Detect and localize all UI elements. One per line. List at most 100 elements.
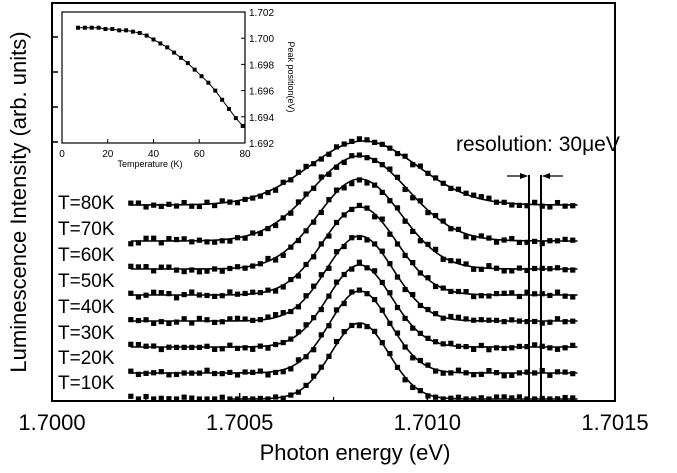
data-point [440,396,446,402]
data-point [272,369,279,376]
data-point [143,264,149,270]
data-point [318,209,324,216]
data-point [417,388,423,394]
inset-y-tick-label: 1.694 [249,113,274,124]
data-point [333,338,340,345]
data-point [493,394,500,400]
data-point [204,343,210,349]
data-point [379,216,385,222]
data-point [455,314,462,320]
inset-y-axis-title: Peak position(eV) [286,41,296,112]
data-point [242,265,248,271]
data-point [265,314,271,320]
series-label: T=30K [58,323,115,344]
data-point [570,267,576,273]
data-point [181,269,187,275]
data-point [341,300,347,307]
data-point [463,396,469,402]
data-point [570,342,576,348]
data-point [547,396,553,402]
data-point [219,238,225,244]
data-point [318,306,324,313]
data-point [250,396,256,402]
inset-data-point [103,27,108,32]
data-point [295,329,302,335]
data-point [257,230,263,237]
data-point [181,291,187,298]
data-point [562,293,568,299]
data-point [425,362,431,368]
inset-data-point [130,29,135,34]
data-point [135,317,142,324]
spectrum-t-20k: T=20K [58,287,578,379]
data-point [570,395,576,401]
data-point [463,234,469,240]
data-point [394,274,401,280]
data-point [455,367,462,373]
spectrum-t-50k: T=50K [58,202,578,301]
data-point [227,265,233,272]
data-point [471,396,477,402]
data-point [311,347,317,353]
data-point [257,317,263,323]
data-point [493,370,500,376]
data-point [250,289,256,295]
data-point [250,317,256,324]
inset-data-point [124,28,129,33]
data-point [189,289,195,295]
data-point [151,235,157,241]
resolution-label: resolution: 30μeV [456,133,620,156]
data-point [257,343,263,349]
data-point [356,287,362,293]
data-point [356,202,362,209]
data-point [486,293,492,299]
data-point [219,293,225,299]
data-point [242,290,248,297]
data-point [280,369,286,375]
inset-x-tick-label: 40 [148,149,160,160]
data-point [204,396,210,402]
data-point [501,237,507,243]
data-point [173,344,180,350]
data-point [227,289,233,295]
inset-data-point [240,123,245,128]
resolution-arrowhead-left [520,173,528,179]
data-point [349,206,355,213]
data-point [158,290,164,296]
data-point [311,161,317,167]
inset-data-point [110,27,115,32]
series-label: T=60K [58,245,115,266]
data-point [402,344,408,350]
data-point [432,394,439,400]
data-point [570,237,576,243]
fit-curve [130,290,578,374]
data-point [562,369,568,375]
data-point [128,263,134,269]
main-plot: 1.7000 1.7005 1.7010 1.7015 T=10KT=20KT=30K… [6,2,649,465]
data-point [219,371,225,377]
data-point [554,396,561,402]
inset-x-tick-label: 60 [194,149,206,160]
data-point [448,258,454,264]
data-point [288,336,294,342]
data-point [463,344,469,350]
data-point [387,166,393,172]
data-point [394,364,401,370]
data-point [349,289,355,295]
data-point [151,268,157,274]
data-point [516,293,522,300]
data-point [242,316,248,322]
data-point [135,294,142,300]
data-point [326,353,332,359]
data-point [341,141,347,147]
data-point [539,320,545,326]
data-point [143,204,149,210]
inset-data-point [213,88,218,93]
data-point [135,240,142,246]
data-point [554,289,561,295]
series-label: T=20K [58,348,115,369]
data-point [554,346,561,352]
data-point [463,370,469,376]
data-point [562,319,568,325]
data-point [516,202,522,208]
